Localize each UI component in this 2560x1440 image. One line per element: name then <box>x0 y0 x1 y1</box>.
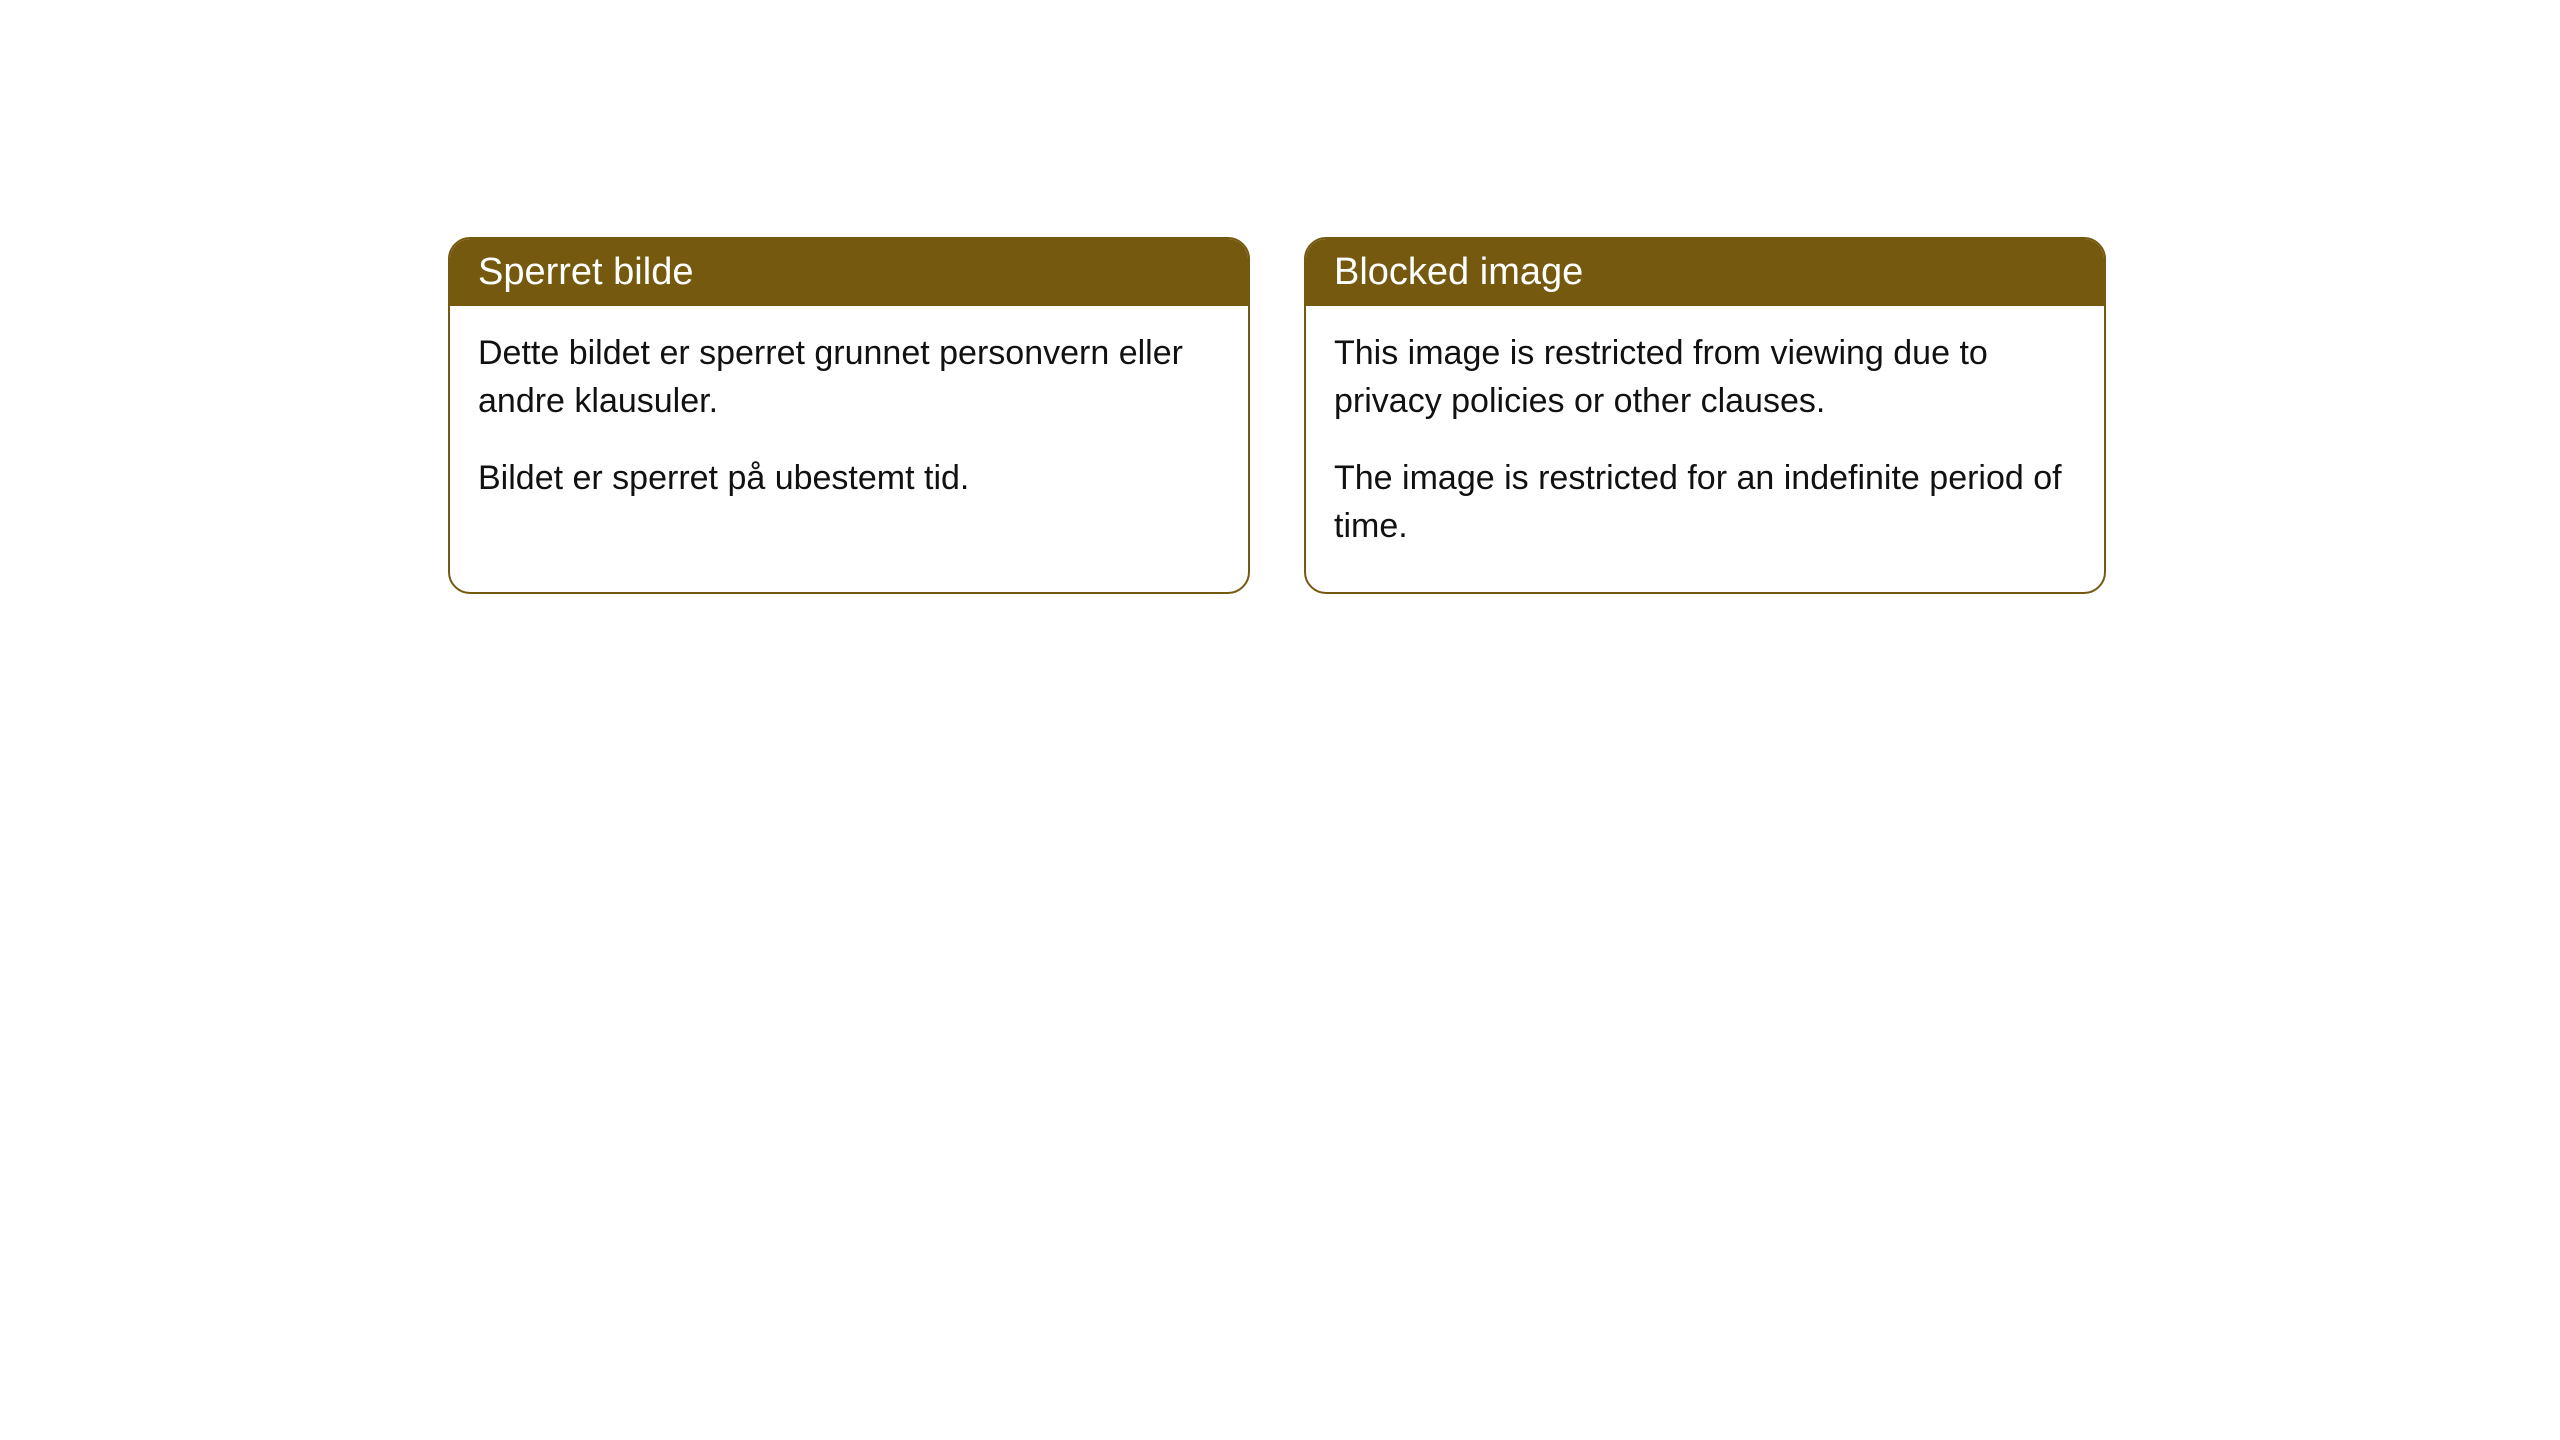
blocked-image-card-no: Sperret bilde Dette bildet er sperret gr… <box>448 237 1250 594</box>
card-body-en: This image is restricted from viewing du… <box>1306 306 2104 592</box>
card-paragraph-no-2: Bildet er sperret på ubestemt tid. <box>478 455 1220 503</box>
notice-container: Sperret bilde Dette bildet er sperret gr… <box>448 237 2106 594</box>
blocked-image-card-en: Blocked image This image is restricted f… <box>1304 237 2106 594</box>
card-paragraph-no-1: Dette bildet er sperret grunnet personve… <box>478 330 1220 425</box>
card-paragraph-en-2: The image is restricted for an indefinit… <box>1334 455 2076 550</box>
card-header-en: Blocked image <box>1306 239 2104 306</box>
card-body-no: Dette bildet er sperret grunnet personve… <box>450 306 1248 545</box>
card-paragraph-en-1: This image is restricted from viewing du… <box>1334 330 2076 425</box>
card-header-no: Sperret bilde <box>450 239 1248 306</box>
